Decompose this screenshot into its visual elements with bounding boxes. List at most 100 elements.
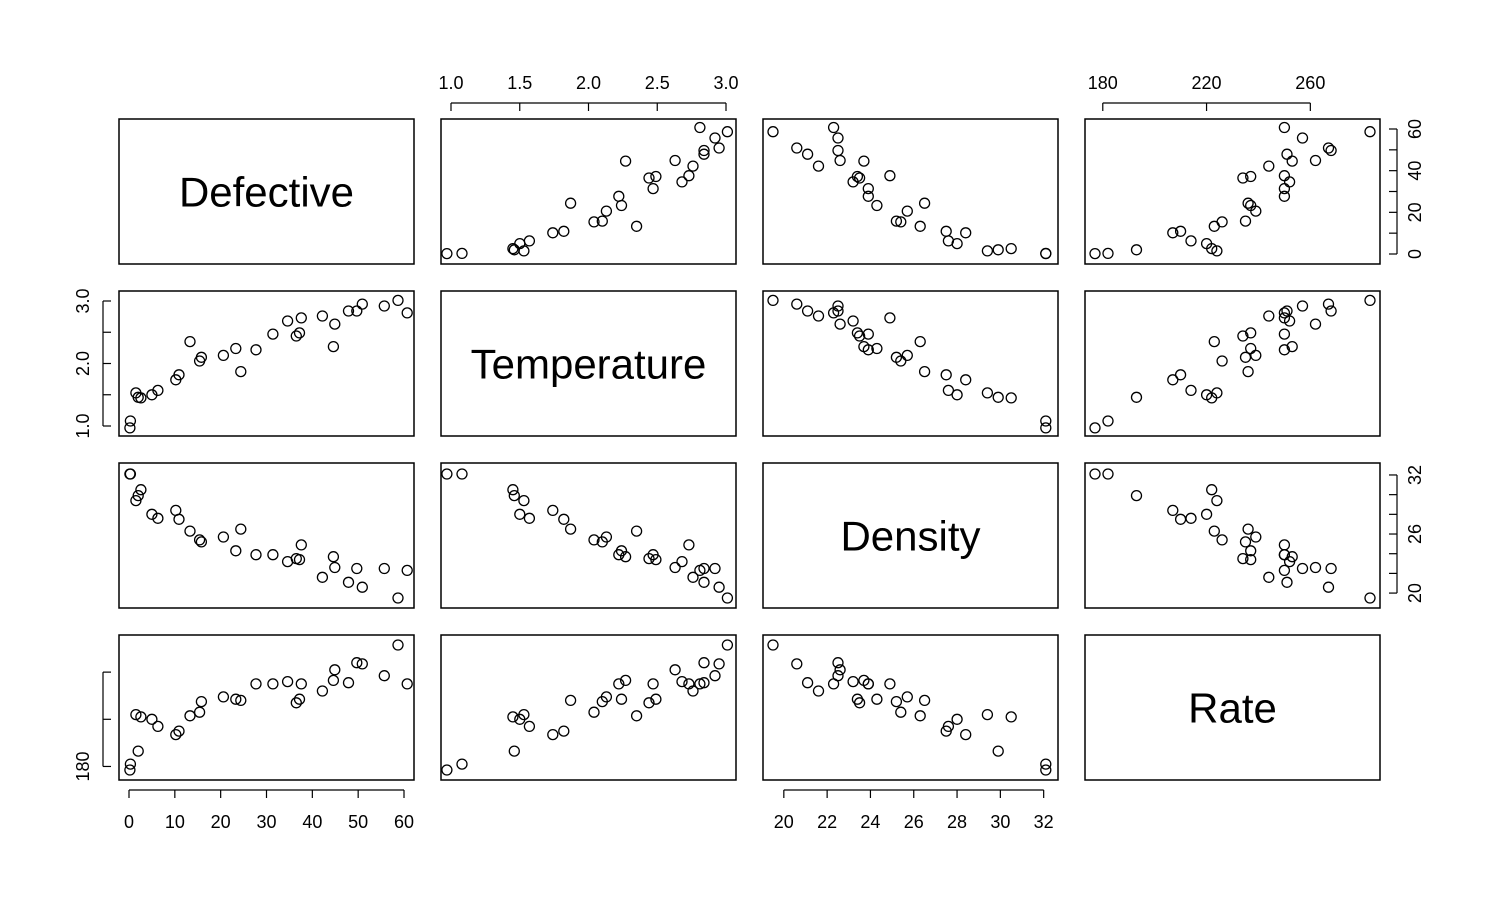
point-rate-density-29 — [827, 678, 840, 690]
point-defective-rate-18 — [1237, 172, 1249, 184]
point-rate-defective-16 — [267, 678, 279, 690]
point-density-temperature-15 — [613, 549, 625, 561]
point-density-temperature-8 — [558, 513, 570, 525]
point-density-defective-13 — [230, 545, 242, 557]
point-rate-density-8 — [940, 725, 952, 737]
point-density-defective-15 — [250, 549, 262, 561]
point-rate-density-1 — [1040, 758, 1052, 770]
point-rate-defective-0 — [124, 764, 136, 776]
point-density-temperature-26 — [713, 581, 725, 593]
tick-label-defective: 0 — [124, 812, 134, 832]
point-density-defective-1 — [124, 468, 137, 480]
variable-label-temperature: Temperature — [471, 341, 707, 388]
point-temperature-rate-23 — [1309, 318, 1322, 330]
tick-label-defective: 20 — [1405, 202, 1425, 222]
point-temperature-defective-28 — [392, 294, 404, 307]
point-density-rate-28 — [1364, 592, 1376, 604]
variable-label-rate: Rate — [1188, 685, 1277, 732]
tick-label-density: 28 — [947, 812, 967, 832]
point-temperature-density-29 — [827, 307, 840, 319]
point-rate-defective-7 — [170, 728, 182, 741]
point-defective-temperature-8 — [558, 225, 570, 237]
panel-frame — [440, 462, 737, 609]
point-density-defective-2 — [130, 494, 142, 507]
point-temperature-defective-24 — [342, 305, 355, 317]
point-defective-density-23 — [834, 154, 846, 167]
point-temperature-rate-5 — [1200, 389, 1213, 401]
point-density-rate-4 — [1206, 484, 1218, 496]
point-rate-defective-3 — [132, 745, 144, 757]
point-defective-rate-21 — [1263, 160, 1275, 172]
point-rate-defective-13 — [230, 693, 242, 705]
point-density-temperature-24 — [698, 576, 710, 588]
point-density-temperature-5 — [514, 508, 526, 520]
panel-frame — [118, 462, 415, 609]
point-temperature-rate-26 — [1322, 298, 1335, 310]
y-axis-left-rate: 180 — [73, 671, 111, 781]
point-defective-rate-15 — [1278, 190, 1291, 202]
point-defective-temperature-28 — [721, 126, 734, 138]
tick-label-defective: 20 — [211, 812, 231, 832]
point-temperature-density-14 — [918, 365, 931, 378]
point-rate-temperature-27 — [709, 670, 721, 682]
point-defective-temperature-15 — [613, 190, 625, 202]
point-temperature-defective-26 — [356, 298, 368, 310]
point-rate-temperature-22 — [619, 674, 632, 687]
point-density-defective-26 — [356, 581, 368, 593]
point-rate-temperature-25 — [698, 657, 710, 669]
point-rate-density-2 — [981, 708, 994, 721]
point-rate-temperature-6 — [523, 720, 536, 733]
point-defective-density-4 — [1005, 242, 1017, 255]
panel-rate-vs-density — [762, 634, 1059, 781]
tick-label-temperature: 2.0 — [576, 73, 601, 93]
point-rate-temperature-29 — [694, 678, 706, 690]
panel-frame — [440, 118, 737, 265]
point-temperature-rate-25 — [1325, 305, 1337, 317]
point-temperature-density-28 — [767, 294, 779, 307]
point-rate-density-10 — [895, 706, 907, 718]
point-defective-rate-11 — [1239, 215, 1252, 227]
point-density-rate-8 — [1174, 513, 1187, 525]
point-rate-density-24 — [801, 677, 814, 689]
point-rate-density-17 — [847, 675, 859, 688]
point-rate-defective-23 — [329, 664, 341, 676]
point-defective-density-3 — [992, 244, 1004, 256]
point-density-defective-24 — [342, 576, 355, 588]
point-rate-density-3 — [992, 745, 1004, 757]
panel-rate-vs-defective — [118, 634, 415, 781]
point-defective-density-2 — [981, 245, 994, 257]
point-defective-temperature-26 — [713, 142, 725, 154]
point-temperature-density-23 — [834, 318, 846, 330]
point-temperature-rate-1 — [1102, 415, 1114, 427]
panel-frame — [762, 462, 1059, 609]
point-density-temperature-23 — [669, 561, 681, 574]
point-temperature-defective-22 — [327, 340, 340, 353]
point-rate-defective-24 — [342, 677, 355, 689]
point-rate-density-14 — [918, 694, 931, 707]
panel-frame — [762, 290, 1059, 437]
point-density-temperature-22 — [619, 551, 632, 563]
point-density-temperature-6 — [523, 512, 536, 524]
x-axis-bottom-density: 20 22 24 26 28 30 32 — [774, 789, 1054, 832]
diagonal-panel-temperature: Temperature — [440, 290, 737, 437]
point-density-rate-3 — [1130, 489, 1143, 502]
point-temperature-defective-6 — [152, 384, 164, 397]
point-density-temperature-3 — [508, 489, 520, 502]
point-density-temperature-14 — [564, 523, 577, 535]
point-rate-temperature-14 — [564, 694, 577, 707]
point-defective-temperature-22 — [619, 155, 632, 167]
tick-label-temperature: 2.0 — [73, 351, 93, 376]
point-defective-density-21 — [812, 160, 825, 172]
point-temperature-density-7 — [960, 374, 972, 386]
point-density-temperature-12 — [600, 531, 613, 543]
point-rate-defective-26 — [356, 658, 368, 670]
point-temperature-density-9 — [914, 335, 926, 348]
point-rate-defective-1 — [124, 758, 137, 770]
point-defective-density-10 — [895, 216, 907, 228]
point-density-temperature-1 — [456, 468, 468, 480]
point-density-rate-26 — [1322, 581, 1335, 593]
point-rate-temperature-9 — [630, 710, 643, 722]
point-density-temperature-10 — [588, 534, 600, 546]
point-defective-rate-29 — [1278, 121, 1291, 134]
panel-density-vs-temperature — [440, 462, 737, 609]
